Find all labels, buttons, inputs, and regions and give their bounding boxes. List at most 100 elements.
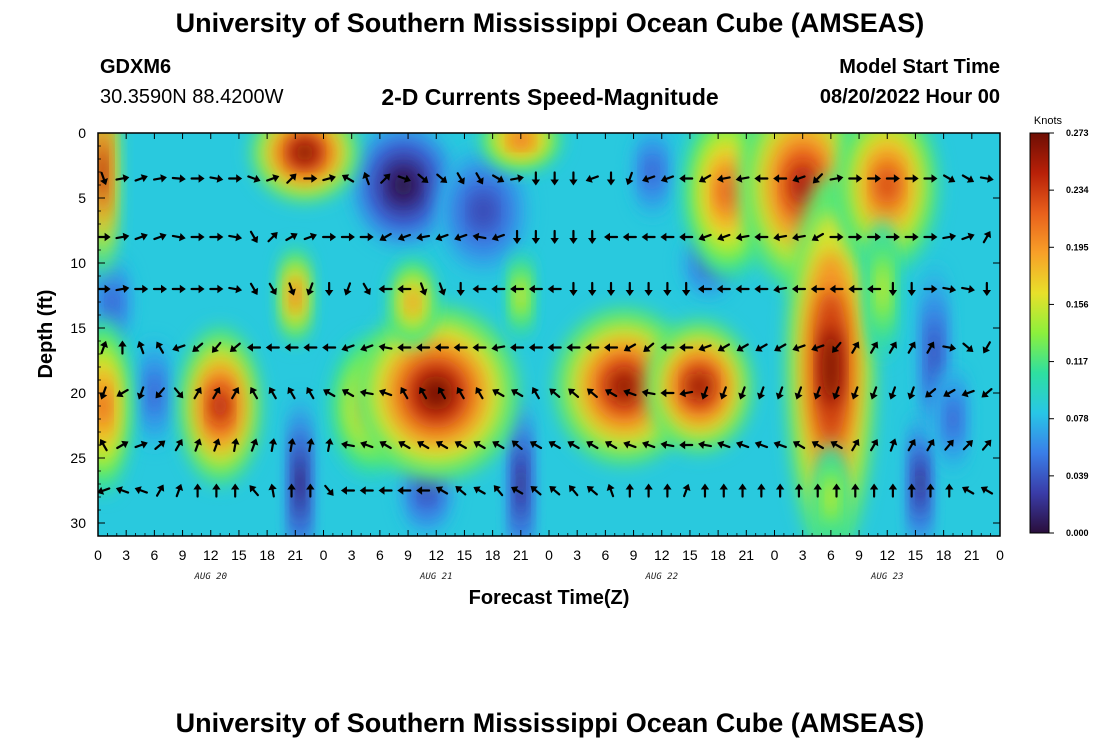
- arrow-head: [249, 386, 258, 395]
- current-arrow: [116, 388, 129, 398]
- arrow-head: [100, 340, 108, 348]
- arrow-head: [965, 440, 974, 448]
- x-tick-label: 21: [513, 547, 529, 563]
- current-arrow: [472, 284, 487, 294]
- current-arrow: [810, 284, 825, 294]
- arrow-head: [104, 284, 111, 294]
- current-arrow: [698, 440, 712, 449]
- current-arrow: [625, 483, 635, 498]
- current-arrow: [717, 233, 731, 242]
- arrow-head: [419, 288, 428, 296]
- current-arrow: [907, 483, 916, 498]
- date-label: AUG 22: [644, 572, 678, 582]
- fast-current-region: [518, 286, 524, 305]
- current-arrow: [454, 233, 468, 242]
- arrow-head: [907, 392, 916, 400]
- arrow-head: [309, 232, 317, 241]
- arrow-head: [757, 392, 765, 400]
- arrow-head: [875, 174, 882, 183]
- current-arrow: [247, 174, 261, 183]
- arrow-head: [115, 486, 123, 495]
- current-arrow: [228, 285, 243, 294]
- current-arrow: [416, 233, 431, 242]
- current-arrow: [230, 483, 240, 498]
- current-arrow: [604, 388, 618, 398]
- current-arrow: [586, 486, 598, 496]
- arrow-head: [326, 488, 334, 496]
- current-arrow: [322, 174, 336, 183]
- arrow-head: [889, 341, 898, 349]
- arrow-head: [284, 343, 291, 352]
- arrow-head: [142, 284, 149, 294]
- arrow-head: [155, 341, 164, 349]
- arrow-head: [341, 174, 350, 182]
- current-arrow: [211, 341, 222, 353]
- arrow-head: [736, 344, 744, 352]
- arrow-head: [236, 174, 243, 183]
- y-tick-label: 20: [70, 385, 86, 401]
- current-arrow: [397, 174, 411, 183]
- arrow-head: [341, 440, 348, 449]
- fast-current-region: [827, 486, 834, 508]
- current-arrow: [604, 343, 619, 352]
- arrow-head: [270, 232, 278, 240]
- arrow-head: [852, 438, 860, 447]
- current-arrow: [510, 284, 525, 294]
- current-arrow: [738, 483, 747, 498]
- current-arrow: [644, 483, 653, 498]
- arrow-head: [491, 284, 498, 294]
- fast-current-region: [512, 133, 529, 146]
- arrow-head: [663, 483, 672, 490]
- arrow-head: [457, 177, 465, 185]
- y-tick-label: 30: [70, 515, 86, 531]
- current-arrow: [155, 387, 165, 399]
- current-arrow: [907, 438, 916, 452]
- arrow-head: [982, 346, 990, 354]
- current-arrow: [811, 343, 825, 352]
- arrow-head: [791, 284, 798, 294]
- current-arrow: [378, 486, 393, 495]
- current-arrow: [622, 232, 637, 242]
- arrow-head: [378, 486, 385, 495]
- current-arrow: [530, 486, 542, 496]
- arrow-head: [836, 174, 844, 183]
- current-arrow: [228, 174, 243, 183]
- arrow-head: [907, 290, 916, 296]
- currents-chart: 0 3 6 9 12 15 18 21 0 3 6 9 12 15 18 21 0 3 6 9 12 15 18 21 0 3 6 9…: [35, 115, 1089, 609]
- arrow-head: [250, 235, 259, 244]
- arrow-head: [510, 284, 517, 294]
- current-arrow: [586, 388, 598, 398]
- current-arrow: [549, 486, 561, 496]
- arrow-head: [434, 343, 441, 352]
- current-arrow: [851, 438, 860, 452]
- current-arrow: [491, 233, 506, 242]
- current-arrow: [268, 282, 277, 296]
- current-arrow: [134, 174, 148, 183]
- current-arrow: [436, 173, 448, 183]
- arrow-head: [492, 440, 500, 449]
- current-arrow: [115, 174, 130, 183]
- current-arrow: [306, 438, 315, 453]
- arrow-head: [397, 284, 404, 294]
- arrow-head: [435, 233, 443, 242]
- current-arrow: [400, 386, 409, 400]
- current-arrow: [419, 282, 428, 296]
- current-arrow: [982, 341, 991, 354]
- colorbar-tick-label: 0.078: [1066, 414, 1089, 424]
- current-arrow: [943, 388, 956, 398]
- arrow-head: [159, 232, 167, 241]
- current-arrow: [942, 232, 957, 241]
- date-label: AUG 20: [193, 572, 227, 582]
- arrow-head: [848, 284, 855, 294]
- current-arrow: [174, 438, 183, 452]
- current-arrow: [134, 284, 149, 294]
- current-arrow: [775, 483, 785, 498]
- arrow-head: [588, 238, 597, 244]
- arrow-head: [869, 483, 879, 490]
- current-arrow: [851, 483, 860, 498]
- arrow-head: [192, 344, 200, 352]
- current-arrow: [869, 438, 879, 452]
- arrow-head: [548, 440, 556, 449]
- arrow-head: [757, 483, 766, 490]
- current-arrow: [152, 284, 168, 294]
